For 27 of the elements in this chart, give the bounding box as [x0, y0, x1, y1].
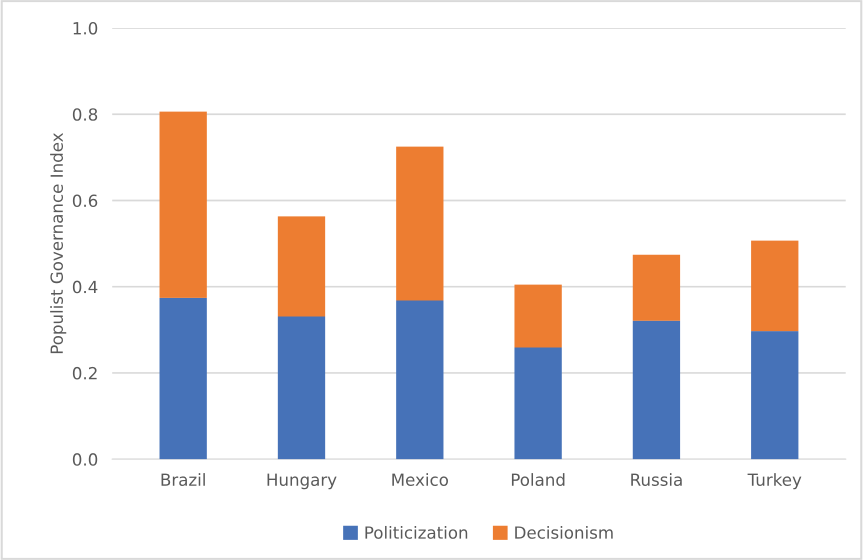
y-tick-label: 0.4 — [72, 280, 98, 294]
legend-label: Politicization — [365, 526, 468, 539]
bar — [514, 348, 562, 460]
x-tick-label: Russia — [631, 473, 682, 486]
y-tick-label: 0.0 — [72, 453, 98, 466]
bar — [396, 146, 444, 301]
bar — [396, 300, 444, 460]
x-tick-label: Turkey — [748, 473, 802, 490]
x-tick-label: Brazil — [162, 473, 205, 486]
bar — [751, 331, 798, 460]
bar — [751, 240, 798, 332]
x-tick-label: Mexico — [392, 473, 448, 486]
y-tick-label: 0.6 — [72, 194, 98, 208]
y-tick-label: 0.2 — [72, 366, 97, 380]
y-tick-label: 1.0 — [74, 22, 98, 35]
bar — [514, 284, 562, 348]
bar — [278, 316, 326, 460]
y-axis-title: Populist Governance Index — [50, 133, 66, 354]
bar — [632, 320, 680, 460]
bar — [160, 298, 207, 460]
x-tick-label: Hungary — [268, 474, 337, 490]
x-tick-label: Poland — [512, 473, 564, 486]
y-tick-label: 0.8 — [72, 108, 98, 121]
bar — [160, 112, 207, 298]
bar — [632, 254, 680, 321]
bar — [278, 216, 326, 316]
legend-label: Decisionism — [515, 526, 613, 539]
